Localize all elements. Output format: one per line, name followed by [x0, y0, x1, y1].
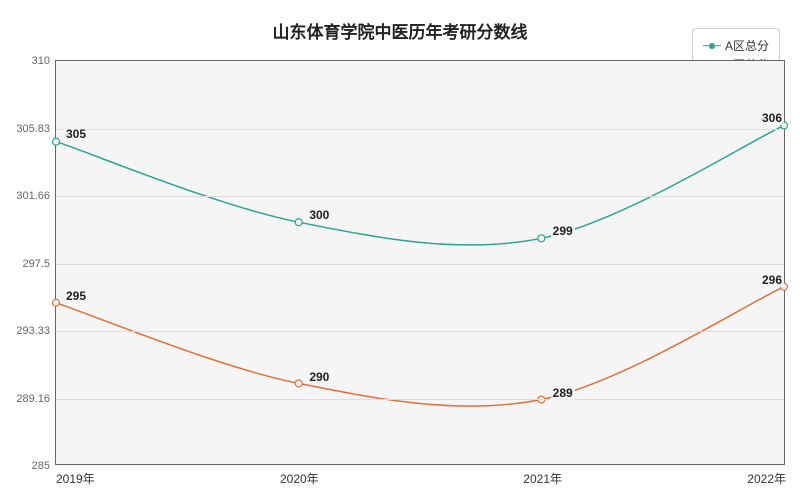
x-tick-label: 2020年 [280, 470, 319, 487]
grid-line [56, 399, 784, 400]
series-line [56, 287, 784, 407]
grid-line [56, 331, 784, 332]
legend-marker-a [703, 40, 721, 52]
data-label: 306 [760, 111, 784, 125]
x-tick-label: 2022年 [747, 470, 786, 487]
data-label: 305 [64, 127, 88, 141]
y-tick-label: 301.66 [16, 190, 50, 202]
data-label: 290 [307, 370, 331, 384]
legend-label-a: A区总分 [725, 37, 769, 54]
chart-lines-svg [56, 61, 784, 464]
data-label: 289 [551, 386, 575, 400]
y-tick-label: 305.83 [16, 123, 50, 135]
legend-item-a: A区总分 [703, 37, 769, 54]
grid-line [56, 264, 784, 265]
chart-container: 山东体育学院中医历年考研分数线 A区总分 B区总分 285289.16293.3… [0, 0, 800, 500]
series-marker [53, 138, 60, 145]
x-tick-label: 2019年 [56, 470, 95, 487]
y-tick-label: 310 [32, 55, 50, 67]
series-marker [53, 299, 60, 306]
series-marker [295, 219, 302, 226]
y-tick-label: 289.16 [16, 393, 50, 405]
data-label: 296 [760, 273, 784, 287]
data-label: 300 [307, 208, 331, 222]
x-tick-label: 2021年 [523, 470, 562, 487]
y-tick-label: 285 [32, 460, 50, 472]
chart-title: 山东体育学院中医历年考研分数线 [273, 18, 528, 43]
y-tick-label: 293.33 [16, 325, 50, 337]
grid-line [56, 196, 784, 197]
series-marker [295, 380, 302, 387]
series-line [56, 125, 784, 245]
plot-area: 285289.16293.33297.5301.66305.833102019年… [55, 60, 785, 465]
data-label: 295 [64, 289, 88, 303]
grid-line [56, 129, 784, 130]
y-tick-label: 297.5 [22, 258, 50, 270]
data-label: 299 [551, 224, 575, 238]
series-marker [538, 235, 545, 242]
